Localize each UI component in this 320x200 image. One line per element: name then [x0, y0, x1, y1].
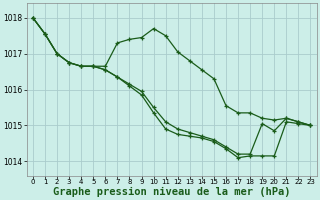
X-axis label: Graphe pression niveau de la mer (hPa): Graphe pression niveau de la mer (hPa) [53, 186, 291, 197]
